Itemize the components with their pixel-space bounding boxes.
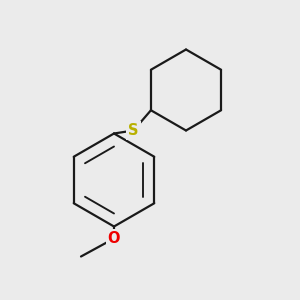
Text: S: S (128, 123, 139, 138)
Text: O: O (108, 231, 120, 246)
